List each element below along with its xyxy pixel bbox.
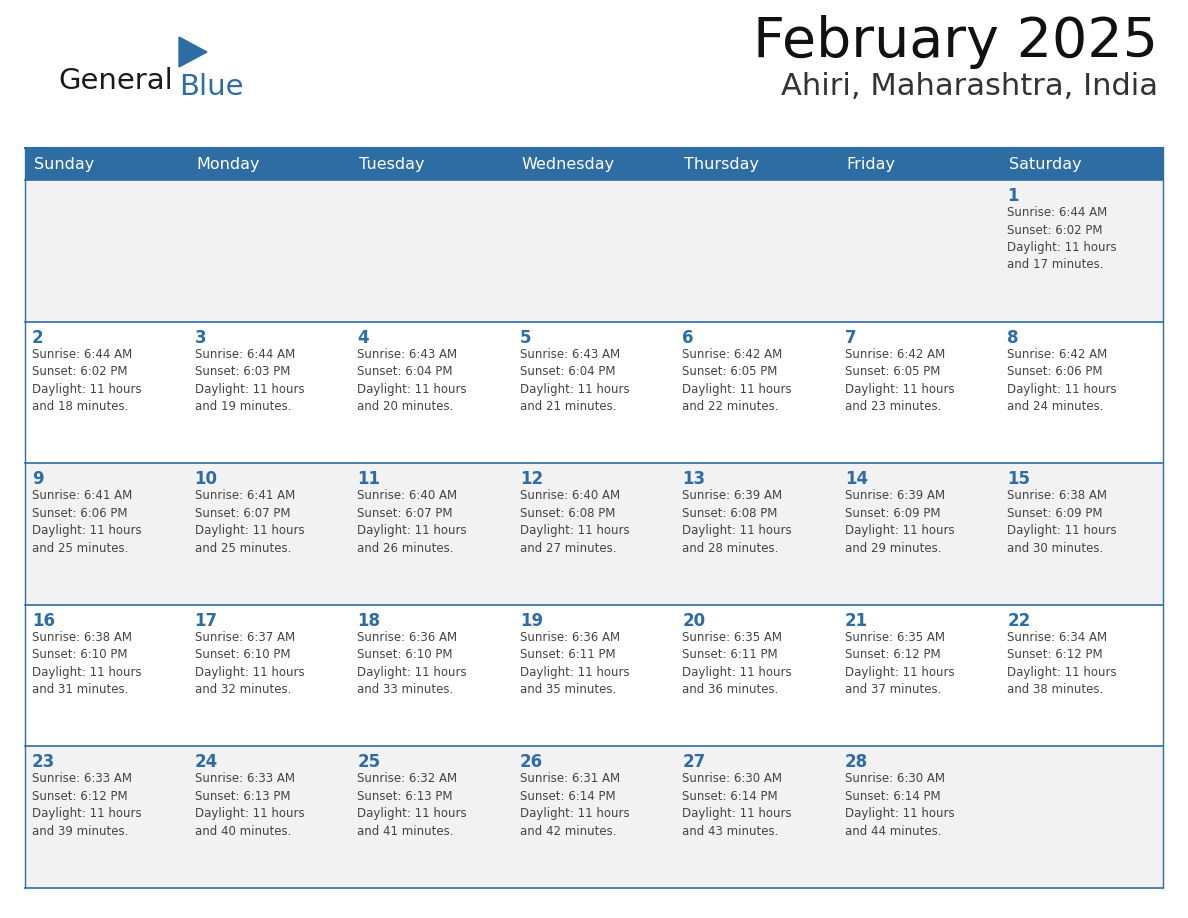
Text: Sunrise: 6:30 AM
Sunset: 6:14 PM
Daylight: 11 hours
and 43 minutes.: Sunrise: 6:30 AM Sunset: 6:14 PM Dayligh… bbox=[682, 772, 792, 838]
Text: 5: 5 bbox=[519, 329, 531, 347]
Text: 7: 7 bbox=[845, 329, 857, 347]
Text: 21: 21 bbox=[845, 611, 868, 630]
Text: 3: 3 bbox=[195, 329, 207, 347]
Text: Sunrise: 6:35 AM
Sunset: 6:11 PM
Daylight: 11 hours
and 36 minutes.: Sunrise: 6:35 AM Sunset: 6:11 PM Dayligh… bbox=[682, 631, 792, 696]
Text: 19: 19 bbox=[519, 611, 543, 630]
Text: Sunrise: 6:35 AM
Sunset: 6:12 PM
Daylight: 11 hours
and 37 minutes.: Sunrise: 6:35 AM Sunset: 6:12 PM Dayligh… bbox=[845, 631, 954, 696]
Text: Sunrise: 6:42 AM
Sunset: 6:05 PM
Daylight: 11 hours
and 23 minutes.: Sunrise: 6:42 AM Sunset: 6:05 PM Dayligh… bbox=[845, 348, 954, 413]
Text: 4: 4 bbox=[358, 329, 368, 347]
Bar bbox=[25, 148, 1163, 180]
Text: Sunrise: 6:38 AM
Sunset: 6:10 PM
Daylight: 11 hours
and 31 minutes.: Sunrise: 6:38 AM Sunset: 6:10 PM Dayligh… bbox=[32, 631, 141, 696]
Text: Sunrise: 6:38 AM
Sunset: 6:09 PM
Daylight: 11 hours
and 30 minutes.: Sunrise: 6:38 AM Sunset: 6:09 PM Dayligh… bbox=[1007, 489, 1117, 554]
Text: Sunrise: 6:41 AM
Sunset: 6:06 PM
Daylight: 11 hours
and 25 minutes.: Sunrise: 6:41 AM Sunset: 6:06 PM Dayligh… bbox=[32, 489, 141, 554]
Text: 27: 27 bbox=[682, 754, 706, 771]
Text: 10: 10 bbox=[195, 470, 217, 488]
Text: Tuesday: Tuesday bbox=[359, 156, 424, 172]
Text: 11: 11 bbox=[358, 470, 380, 488]
Text: Sunrise: 6:34 AM
Sunset: 6:12 PM
Daylight: 11 hours
and 38 minutes.: Sunrise: 6:34 AM Sunset: 6:12 PM Dayligh… bbox=[1007, 631, 1117, 696]
Text: Sunrise: 6:43 AM
Sunset: 6:04 PM
Daylight: 11 hours
and 20 minutes.: Sunrise: 6:43 AM Sunset: 6:04 PM Dayligh… bbox=[358, 348, 467, 413]
Text: Wednesday: Wednesday bbox=[522, 156, 615, 172]
Text: 26: 26 bbox=[519, 754, 543, 771]
Text: 25: 25 bbox=[358, 754, 380, 771]
Text: 12: 12 bbox=[519, 470, 543, 488]
Bar bbox=[25, 464, 1163, 605]
Text: 16: 16 bbox=[32, 611, 55, 630]
Text: Sunrise: 6:42 AM
Sunset: 6:06 PM
Daylight: 11 hours
and 24 minutes.: Sunrise: 6:42 AM Sunset: 6:06 PM Dayligh… bbox=[1007, 348, 1117, 413]
Text: Ahiri, Maharashtra, India: Ahiri, Maharashtra, India bbox=[781, 72, 1158, 101]
Text: 18: 18 bbox=[358, 611, 380, 630]
Bar bbox=[25, 605, 1163, 746]
Text: 14: 14 bbox=[845, 470, 868, 488]
Text: Sunrise: 6:40 AM
Sunset: 6:08 PM
Daylight: 11 hours
and 27 minutes.: Sunrise: 6:40 AM Sunset: 6:08 PM Dayligh… bbox=[519, 489, 630, 554]
Text: Sunrise: 6:30 AM
Sunset: 6:14 PM
Daylight: 11 hours
and 44 minutes.: Sunrise: 6:30 AM Sunset: 6:14 PM Dayligh… bbox=[845, 772, 954, 838]
Text: Thursday: Thursday bbox=[684, 156, 759, 172]
Text: Sunrise: 6:44 AM
Sunset: 6:02 PM
Daylight: 11 hours
and 18 minutes.: Sunrise: 6:44 AM Sunset: 6:02 PM Dayligh… bbox=[32, 348, 141, 413]
Bar bbox=[25, 148, 1163, 888]
Text: Sunrise: 6:33 AM
Sunset: 6:13 PM
Daylight: 11 hours
and 40 minutes.: Sunrise: 6:33 AM Sunset: 6:13 PM Dayligh… bbox=[195, 772, 304, 838]
Bar bbox=[25, 321, 1163, 464]
Text: General: General bbox=[58, 67, 172, 95]
Text: Sunrise: 6:41 AM
Sunset: 6:07 PM
Daylight: 11 hours
and 25 minutes.: Sunrise: 6:41 AM Sunset: 6:07 PM Dayligh… bbox=[195, 489, 304, 554]
Text: February 2025: February 2025 bbox=[753, 15, 1158, 69]
Text: Sunrise: 6:40 AM
Sunset: 6:07 PM
Daylight: 11 hours
and 26 minutes.: Sunrise: 6:40 AM Sunset: 6:07 PM Dayligh… bbox=[358, 489, 467, 554]
Text: 22: 22 bbox=[1007, 611, 1031, 630]
Text: Sunrise: 6:39 AM
Sunset: 6:09 PM
Daylight: 11 hours
and 29 minutes.: Sunrise: 6:39 AM Sunset: 6:09 PM Dayligh… bbox=[845, 489, 954, 554]
Text: Sunrise: 6:32 AM
Sunset: 6:13 PM
Daylight: 11 hours
and 41 minutes.: Sunrise: 6:32 AM Sunset: 6:13 PM Dayligh… bbox=[358, 772, 467, 838]
Text: Sunrise: 6:44 AM
Sunset: 6:02 PM
Daylight: 11 hours
and 17 minutes.: Sunrise: 6:44 AM Sunset: 6:02 PM Dayligh… bbox=[1007, 206, 1117, 272]
Text: 28: 28 bbox=[845, 754, 868, 771]
Text: 17: 17 bbox=[195, 611, 217, 630]
Text: Friday: Friday bbox=[847, 156, 896, 172]
Text: 20: 20 bbox=[682, 611, 706, 630]
Text: Sunrise: 6:37 AM
Sunset: 6:10 PM
Daylight: 11 hours
and 32 minutes.: Sunrise: 6:37 AM Sunset: 6:10 PM Dayligh… bbox=[195, 631, 304, 696]
Text: Monday: Monday bbox=[196, 156, 260, 172]
Text: 9: 9 bbox=[32, 470, 44, 488]
Bar bbox=[25, 180, 1163, 321]
Text: Sunrise: 6:33 AM
Sunset: 6:12 PM
Daylight: 11 hours
and 39 minutes.: Sunrise: 6:33 AM Sunset: 6:12 PM Dayligh… bbox=[32, 772, 141, 838]
Text: Sunrise: 6:44 AM
Sunset: 6:03 PM
Daylight: 11 hours
and 19 minutes.: Sunrise: 6:44 AM Sunset: 6:03 PM Dayligh… bbox=[195, 348, 304, 413]
Polygon shape bbox=[179, 37, 207, 67]
Text: 8: 8 bbox=[1007, 329, 1019, 347]
Text: Sunrise: 6:31 AM
Sunset: 6:14 PM
Daylight: 11 hours
and 42 minutes.: Sunrise: 6:31 AM Sunset: 6:14 PM Dayligh… bbox=[519, 772, 630, 838]
Text: Blue: Blue bbox=[179, 73, 244, 101]
Text: 2: 2 bbox=[32, 329, 44, 347]
Text: Sunrise: 6:43 AM
Sunset: 6:04 PM
Daylight: 11 hours
and 21 minutes.: Sunrise: 6:43 AM Sunset: 6:04 PM Dayligh… bbox=[519, 348, 630, 413]
Text: 1: 1 bbox=[1007, 187, 1019, 205]
Text: Sunrise: 6:39 AM
Sunset: 6:08 PM
Daylight: 11 hours
and 28 minutes.: Sunrise: 6:39 AM Sunset: 6:08 PM Dayligh… bbox=[682, 489, 792, 554]
Text: 24: 24 bbox=[195, 754, 217, 771]
Text: 6: 6 bbox=[682, 329, 694, 347]
Text: Sunrise: 6:36 AM
Sunset: 6:10 PM
Daylight: 11 hours
and 33 minutes.: Sunrise: 6:36 AM Sunset: 6:10 PM Dayligh… bbox=[358, 631, 467, 696]
Text: 15: 15 bbox=[1007, 470, 1030, 488]
Text: 13: 13 bbox=[682, 470, 706, 488]
Text: Saturday: Saturday bbox=[1010, 156, 1082, 172]
Text: Sunrise: 6:42 AM
Sunset: 6:05 PM
Daylight: 11 hours
and 22 minutes.: Sunrise: 6:42 AM Sunset: 6:05 PM Dayligh… bbox=[682, 348, 792, 413]
Text: Sunrise: 6:36 AM
Sunset: 6:11 PM
Daylight: 11 hours
and 35 minutes.: Sunrise: 6:36 AM Sunset: 6:11 PM Dayligh… bbox=[519, 631, 630, 696]
Bar bbox=[25, 746, 1163, 888]
Text: Sunday: Sunday bbox=[34, 156, 94, 172]
Text: 23: 23 bbox=[32, 754, 56, 771]
